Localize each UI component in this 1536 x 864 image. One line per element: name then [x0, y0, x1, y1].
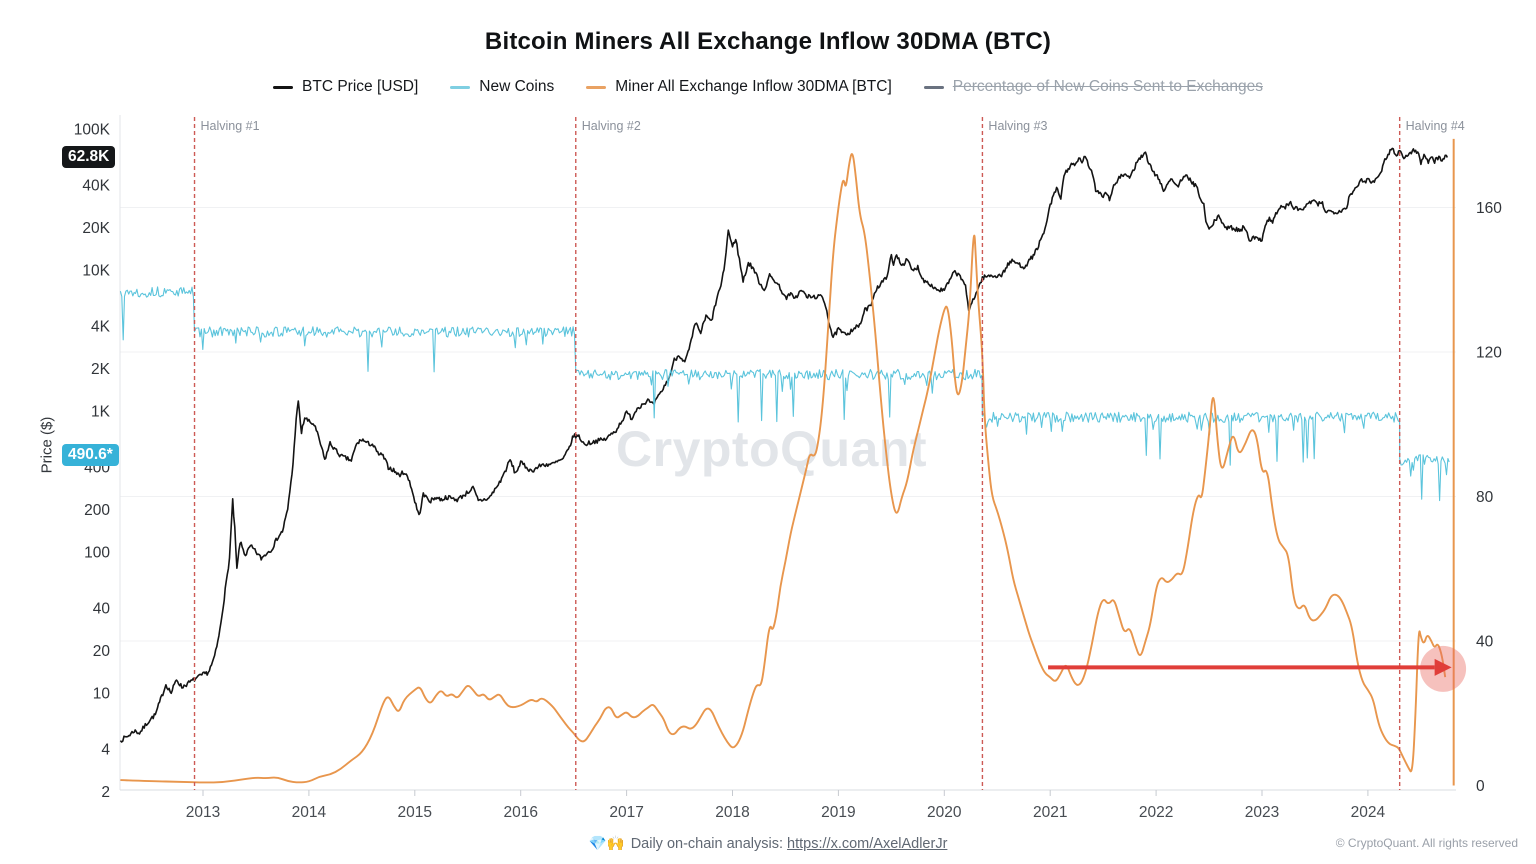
halving-label-2: Halving #2: [582, 119, 641, 133]
right-axis-tick-label: 160: [1476, 200, 1502, 217]
footer-text: Daily on-chain analysis:: [630, 836, 784, 852]
left-axis-tick-label: 2: [101, 784, 110, 801]
x-axis-year-label: 2014: [292, 804, 327, 821]
left-axis-tick-label: 10K: [82, 263, 110, 280]
right-axis-tick-label: 80: [1476, 489, 1494, 506]
left-axis-tick-label: 40: [93, 601, 111, 618]
legend-label: BTC Price [USD]: [302, 78, 419, 95]
trend-arrow-head: [1434, 658, 1452, 676]
legend-swatch: [923, 85, 944, 89]
halving-label-3: Halving #3: [988, 119, 1047, 133]
left-axis-tick-label: 100K: [74, 122, 111, 139]
x-axis-year-label: 2015: [398, 804, 432, 821]
left-axis-tick-label: 10: [93, 686, 111, 703]
author-link[interactable]: https://x.com/AxelAdlerJr: [787, 836, 948, 852]
halving-label-1: Halving #1: [201, 119, 260, 133]
x-axis-year-label: 2019: [821, 804, 855, 821]
x-axis-year-label: 2013: [186, 804, 220, 821]
legend-label: Miner All Exchange Inflow 30DMA [BTC]: [615, 78, 892, 95]
left-axis-tick-label: 4K: [91, 319, 111, 336]
left-axis-tick-label: 20K: [82, 220, 110, 237]
copyright-text: © CryptoQuant. All rights reserved: [1335, 836, 1518, 850]
legend-item-1[interactable]: BTC Price [USD]: [273, 78, 418, 96]
right-axis-tick-label: 120: [1476, 345, 1502, 362]
right-axis-tick-label: 0: [1476, 778, 1485, 795]
left-axis-tick-label: 2K: [91, 361, 111, 378]
left-axis-tick-label: 20: [93, 643, 111, 660]
legend-swatch: [586, 85, 607, 89]
left-axis-tick-label: 200: [84, 502, 110, 519]
x-axis-year-label: 2017: [609, 804, 643, 821]
left-axis-tick-label: 100: [84, 545, 110, 562]
left-axis-title: Price ($): [38, 416, 56, 474]
miner-inflow-line: [120, 153, 1447, 784]
x-axis-year-label: 2020: [927, 804, 962, 821]
gem-hands-emoji: 💎🙌: [588, 836, 625, 852]
cryptoquant-watermark: CryptoQuant: [616, 421, 928, 477]
legend-swatch: [450, 85, 471, 89]
btc-price-line: [119, 147, 1449, 743]
legend-swatch: [273, 85, 294, 89]
axis-badge-1: 62.8K: [62, 146, 116, 168]
x-axis-year-label: 2016: [503, 804, 537, 821]
new-coins-line: [119, 286, 1450, 502]
x-axis-year-label: 2023: [1245, 804, 1279, 821]
left-axis-tick-label: 1K: [91, 404, 111, 421]
legend-label: Percentage of New Coins Sent to Exchange…: [952, 78, 1263, 95]
x-axis-year-label: 2021: [1033, 804, 1067, 821]
legend-label: New Coins: [479, 78, 555, 95]
legend-item-4[interactable]: Percentage of New Coins Sent to Exchange…: [923, 78, 1263, 96]
x-axis-year-label: 2018: [715, 804, 749, 821]
axis-badge-2: 490.6*: [62, 444, 119, 466]
right-axis-tick-label: 40: [1476, 634, 1494, 651]
left-axis-tick-label: 4: [101, 742, 110, 759]
x-axis-year-label: 2024: [1351, 804, 1386, 821]
footer-note: 💎🙌 Daily on-chain analysis: https://x.com…: [0, 835, 1536, 852]
halving-label-4: Halving #4: [1406, 119, 1465, 133]
legend-item-3[interactable]: Miner All Exchange Inflow 30DMA [BTC]: [586, 78, 892, 96]
x-axis-year-label: 2022: [1139, 804, 1173, 821]
legend-item-2[interactable]: New Coins: [450, 78, 554, 96]
chart-title: Bitcoin Miners All Exchange Inflow 30DMA…: [484, 28, 1052, 55]
left-axis-tick-label: 40K: [82, 178, 110, 195]
chart-legend: BTC Price [USD] New Coins Miner All Exchan…: [0, 78, 1536, 96]
